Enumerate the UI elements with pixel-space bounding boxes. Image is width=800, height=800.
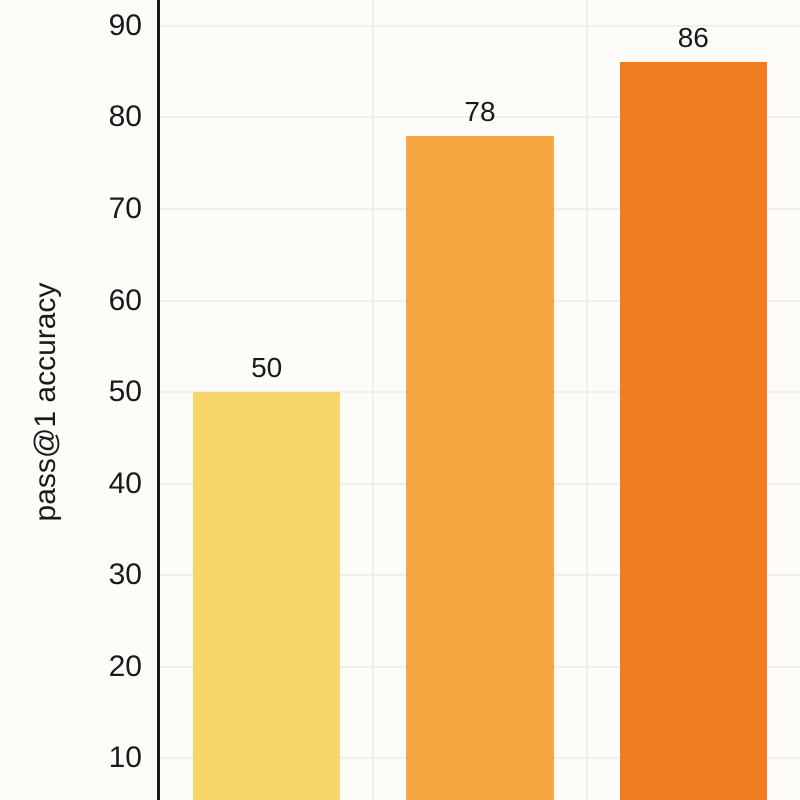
y-tick-label: 60	[109, 284, 142, 318]
bar-value-label: 50	[251, 352, 282, 384]
y-axis-line	[157, 0, 160, 800]
y-tick-label: 40	[109, 467, 142, 501]
y-tick-label: 10	[109, 741, 142, 775]
bar-value-label: 86	[678, 22, 709, 54]
y-tick-label: 20	[109, 650, 142, 684]
bar	[406, 136, 553, 800]
bar	[620, 62, 767, 800]
bar-value-label: 78	[464, 96, 495, 128]
bar-chart: 50 78 86 10 20 30 40 50 60 70 80 90 pass@1 accuracy	[0, 0, 800, 800]
gridline-vertical	[372, 0, 374, 800]
y-axis-title: pass@1 accuracy	[29, 152, 63, 652]
y-tick-label: 50	[109, 375, 142, 409]
plot-area: 50 78 86	[160, 0, 800, 800]
gridline-vertical	[586, 0, 588, 800]
bar	[193, 392, 340, 800]
y-tick-label: 30	[109, 558, 142, 592]
y-tick-label: 80	[109, 100, 142, 134]
y-tick-label: 90	[109, 9, 142, 43]
y-tick-label: 70	[109, 192, 142, 226]
